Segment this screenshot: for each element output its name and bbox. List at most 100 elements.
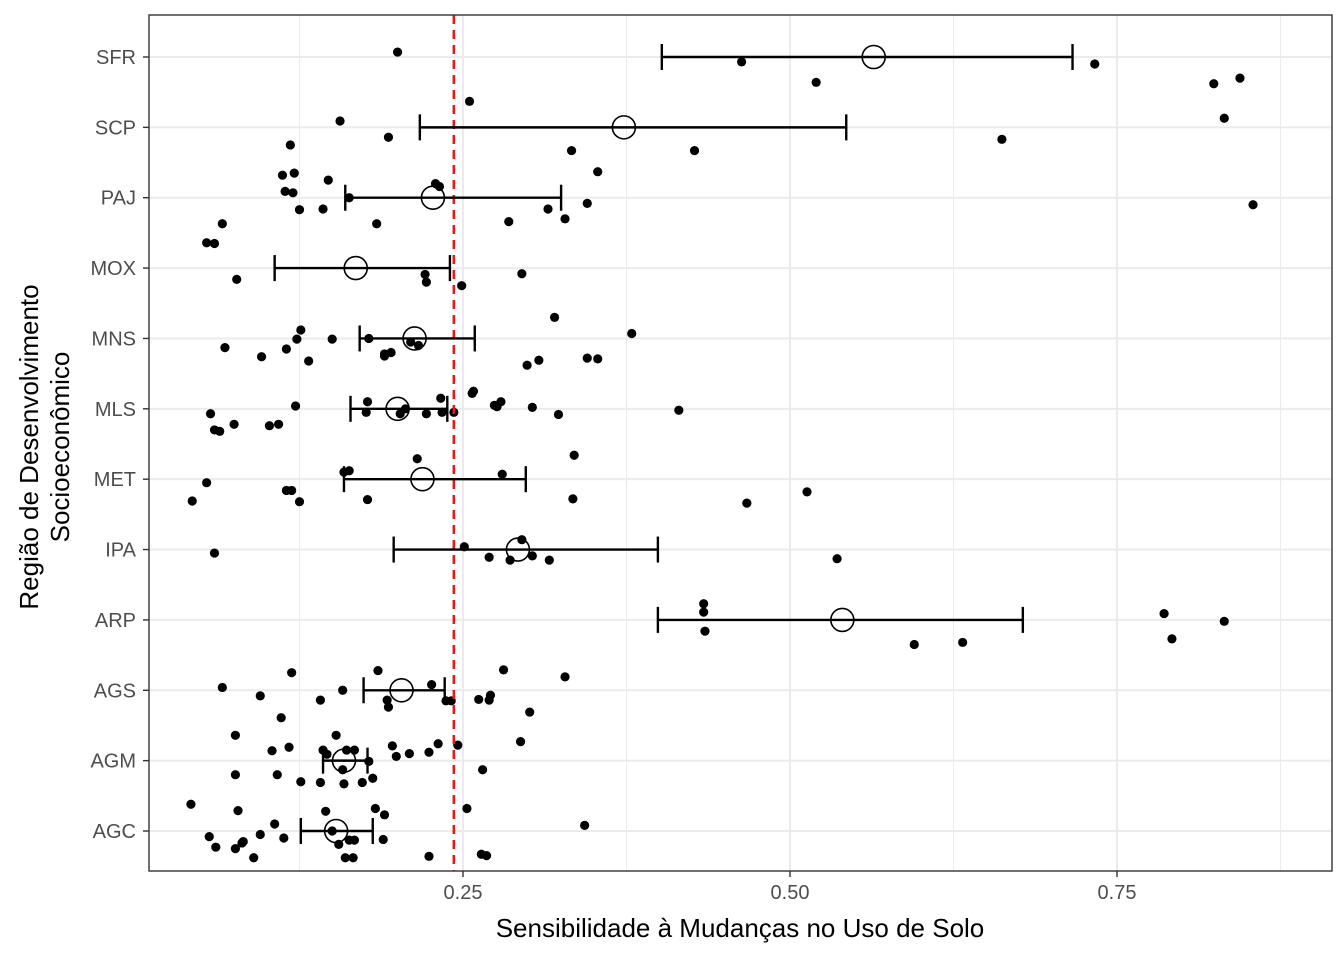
data-point xyxy=(281,344,292,354)
data-point xyxy=(361,407,371,417)
data-point xyxy=(386,347,396,358)
data-point xyxy=(211,842,221,852)
data-point xyxy=(1248,200,1258,210)
data-point xyxy=(284,742,294,752)
data-point xyxy=(209,238,220,249)
data-point xyxy=(593,354,603,364)
mean-marker-mls xyxy=(385,396,410,422)
data-point xyxy=(1090,59,1100,69)
data-point xyxy=(811,77,821,87)
data-point xyxy=(699,599,709,609)
data-point xyxy=(391,751,401,762)
data-point xyxy=(568,494,578,504)
data-point xyxy=(1219,113,1229,123)
data-point xyxy=(566,145,577,156)
y-axis-title-line-2: Socioeconômico xyxy=(45,352,75,543)
data-point xyxy=(255,691,265,701)
data-point xyxy=(525,707,535,717)
data-point xyxy=(522,360,532,370)
data-point xyxy=(497,469,507,479)
data-point xyxy=(294,497,305,507)
data-point xyxy=(292,334,302,344)
data-point xyxy=(569,450,579,460)
data-point xyxy=(436,393,446,403)
data-point xyxy=(424,747,434,757)
data-point xyxy=(323,175,333,185)
data-point xyxy=(370,803,380,814)
mean-marker-mox xyxy=(343,255,369,281)
data-point xyxy=(270,819,280,829)
data-point xyxy=(515,737,526,747)
data-point xyxy=(406,337,416,347)
y-tick-label-mls: MLS xyxy=(95,399,136,421)
data-point xyxy=(318,204,328,214)
data-point xyxy=(217,219,227,229)
data-point xyxy=(287,485,297,496)
mean-marker-agc xyxy=(323,818,349,844)
data-point xyxy=(273,419,284,429)
data-point xyxy=(505,555,515,565)
data-point xyxy=(700,626,710,636)
data-point xyxy=(517,269,527,279)
data-point xyxy=(543,204,553,214)
data-point xyxy=(372,219,382,229)
data-point xyxy=(387,741,397,751)
data-point xyxy=(582,198,592,208)
data-point xyxy=(344,466,354,476)
data-point xyxy=(378,834,388,845)
data-point xyxy=(534,355,544,365)
data-point xyxy=(1159,608,1169,619)
data-point xyxy=(362,397,373,407)
data-point xyxy=(997,134,1007,144)
data-point xyxy=(373,665,383,676)
data-point xyxy=(296,325,306,335)
y-tick-label-agm: AGM xyxy=(90,751,136,773)
data-point xyxy=(549,312,560,322)
x-tick-label: 0.25 xyxy=(444,882,483,904)
data-point xyxy=(368,773,378,783)
data-point xyxy=(315,777,326,788)
data-point xyxy=(832,554,842,564)
y-axis-title: Região de Desenvolvimento Socioeconômico xyxy=(14,284,75,609)
y-tick-label-mox: MOX xyxy=(90,258,136,280)
data-point xyxy=(348,853,358,863)
data-point xyxy=(255,829,265,840)
y-tick-label-sfr: SFR xyxy=(96,47,136,69)
data-point xyxy=(393,47,403,57)
data-point xyxy=(296,777,306,787)
data-point xyxy=(412,454,422,464)
data-point xyxy=(362,494,373,505)
data-point xyxy=(290,401,301,411)
data-point xyxy=(277,170,288,180)
data-point xyxy=(383,702,394,712)
data-point xyxy=(427,680,437,690)
data-point xyxy=(294,205,305,215)
data-points xyxy=(186,47,1258,863)
mean-markers xyxy=(323,44,887,844)
data-point xyxy=(204,832,214,842)
data-point xyxy=(527,402,537,413)
y-tick-label-scp: SCP xyxy=(95,117,136,139)
data-point xyxy=(674,405,684,415)
data-point xyxy=(462,803,472,814)
y-tick-label-agc: AGC xyxy=(93,821,136,843)
data-point xyxy=(187,496,197,506)
data-point xyxy=(267,746,277,756)
data-point xyxy=(202,478,212,488)
data-point xyxy=(249,853,259,863)
mean-marker-paj xyxy=(420,185,446,211)
data-point xyxy=(457,281,467,291)
data-point xyxy=(357,777,367,788)
data-point xyxy=(553,409,564,420)
data-point xyxy=(474,694,484,705)
y-tick-label-ipa: IPA xyxy=(105,540,136,562)
data-point xyxy=(327,334,337,344)
data-point xyxy=(233,805,243,816)
data-point xyxy=(420,269,430,280)
data-point xyxy=(1219,616,1229,626)
y-tick-label-paj: PAJ xyxy=(101,188,136,210)
data-point xyxy=(802,487,812,497)
mean-marker-scp xyxy=(611,115,637,140)
data-point xyxy=(229,419,239,429)
